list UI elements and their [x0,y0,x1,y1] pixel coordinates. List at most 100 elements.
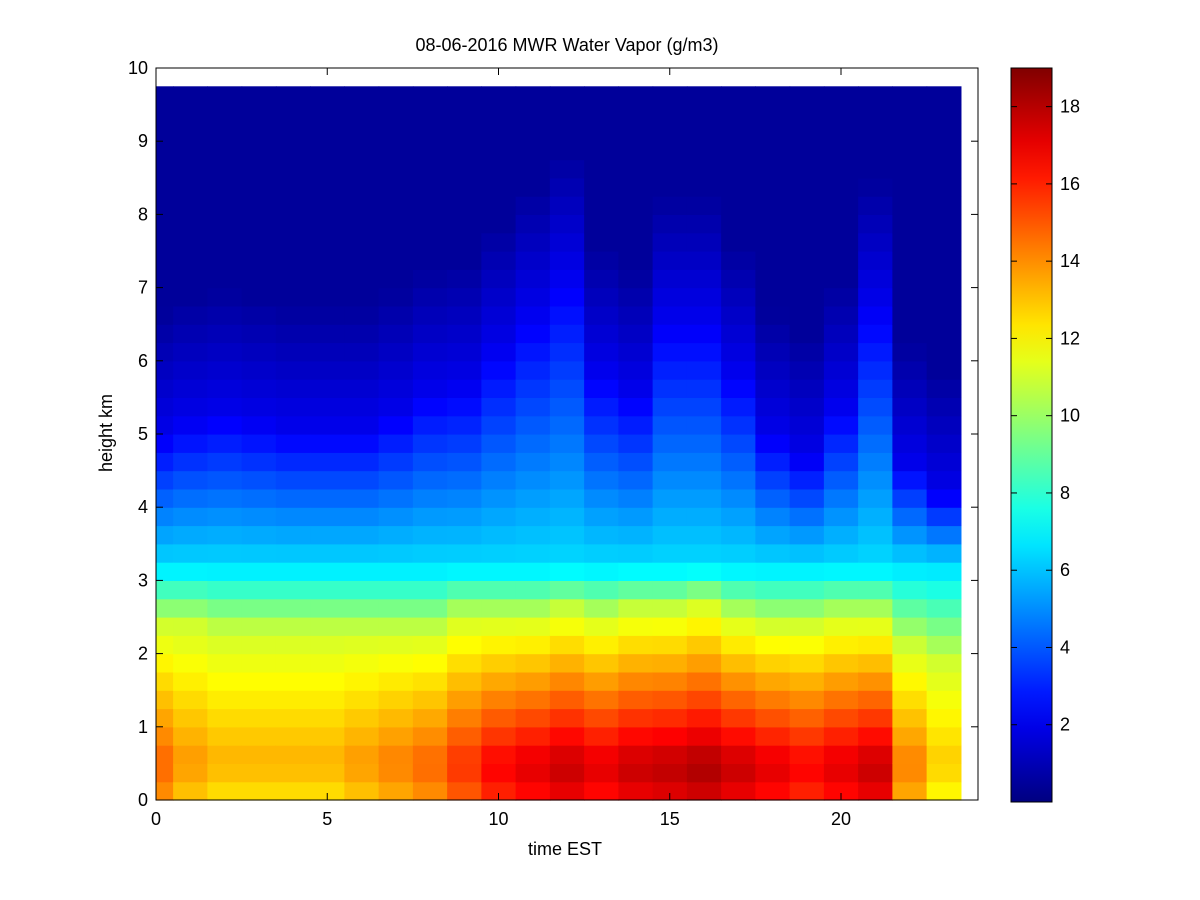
heatmap-cell [858,360,893,380]
heatmap-cell [549,598,585,618]
heatmap-cell [789,397,825,417]
heatmap-cell [173,745,208,764]
heatmap-cell [481,177,517,197]
heatmap-cell [241,86,277,106]
heatmap-cell [156,671,174,691]
heatmap-cell [721,379,756,398]
heatmap-cell [755,635,791,655]
heatmap-cell [789,617,825,636]
colorbar-tick-label: 12 [1060,328,1080,348]
heatmap-cell [481,781,517,801]
heatmap-cell [515,726,551,746]
heatmap-cell [652,653,688,673]
heatmap-cell [481,397,517,417]
heatmap-cell [173,232,208,252]
heatmap-cell [858,708,893,728]
heatmap-cell [584,397,619,417]
heatmap-cell [156,708,174,728]
heatmap-cell [447,562,482,581]
heatmap-cell [447,232,482,252]
heatmap-cell [241,598,277,618]
heatmap-cell [858,525,893,545]
heatmap-cell [412,745,448,764]
heatmap-cell [686,653,722,673]
heatmap-cell [515,580,551,600]
heatmap-cell [686,781,722,801]
heatmap-cell [858,653,893,673]
heatmap-cell [549,141,585,161]
y-tick-label: 10 [128,58,148,78]
heatmap-cell [549,251,585,270]
heatmap-cell [275,598,311,618]
heatmap-cell [447,287,482,307]
heatmap-cell [447,122,482,142]
heatmap-cell [926,360,962,380]
heatmap-cell [618,324,654,344]
heatmap-cell [686,397,722,417]
heatmap-cell [481,708,517,728]
heatmap-cell [241,470,277,490]
heatmap-cell [926,708,962,728]
heatmap-cell [241,580,277,600]
heatmap-cell [447,781,482,801]
colorbar-tick-label: 10 [1060,406,1080,426]
heatmap-cell [173,598,208,618]
heatmap-cell [584,635,619,655]
heatmap-cell [412,104,448,124]
heatmap-cell [926,525,962,545]
heatmap-cell [652,690,688,710]
heatmap-cell [207,452,243,472]
heatmap-cell [173,324,208,344]
heatmap-cell [173,415,208,435]
heatmap-cell [173,360,208,380]
heatmap-cell [207,324,243,344]
heatmap-cell [549,525,585,545]
heatmap-cell [173,452,208,472]
heatmap-cell [207,141,243,161]
heatmap-cell [378,635,414,655]
heatmap-cell [275,397,311,417]
heatmap-cell [858,543,893,563]
colorbar-tick-label: 18 [1060,97,1080,117]
heatmap-cell [378,708,414,728]
heatmap-cell [858,671,893,691]
heatmap-cell [858,635,893,655]
heatmap-cell [412,177,448,197]
heatmap-cell [618,562,654,581]
heatmap-cell [755,525,791,545]
heatmap-cell [721,86,756,106]
heatmap-cell [310,379,345,398]
heatmap-cell [618,507,654,527]
heatmap-cell [823,141,859,161]
heatmap-cell [207,159,243,179]
heatmap-cell [721,598,756,618]
heatmap-cell [618,617,654,636]
heatmap-cell [755,159,791,179]
heatmap-cell [173,525,208,545]
y-tick-label: 3 [138,570,148,590]
heatmap-cell [275,507,311,527]
heatmap-cell [686,635,722,655]
heatmap-cell [275,452,311,472]
heatmap-cell [447,598,482,618]
heatmap-cell [584,562,619,581]
heatmap-cell [241,653,277,673]
heatmap-cell [549,763,585,783]
heatmap-cell [823,86,859,106]
heatmap-cell [275,434,311,453]
heatmap-cell [892,415,928,435]
heatmap-cell [310,543,345,563]
heatmap-cell [755,617,791,636]
heatmap-cell [618,580,654,600]
heatmap-cell [823,287,859,307]
heatmap-cell [549,470,585,490]
heatmap-cell [652,287,688,307]
heatmap-cell [156,580,174,600]
x-tick-label: 15 [660,809,680,829]
heatmap-cell [618,251,654,270]
heatmap-cell [892,141,928,161]
heatmap-cell [618,488,654,508]
heatmap-cell [344,324,380,344]
heatmap-cell [652,671,688,691]
heatmap-cell [378,671,414,691]
